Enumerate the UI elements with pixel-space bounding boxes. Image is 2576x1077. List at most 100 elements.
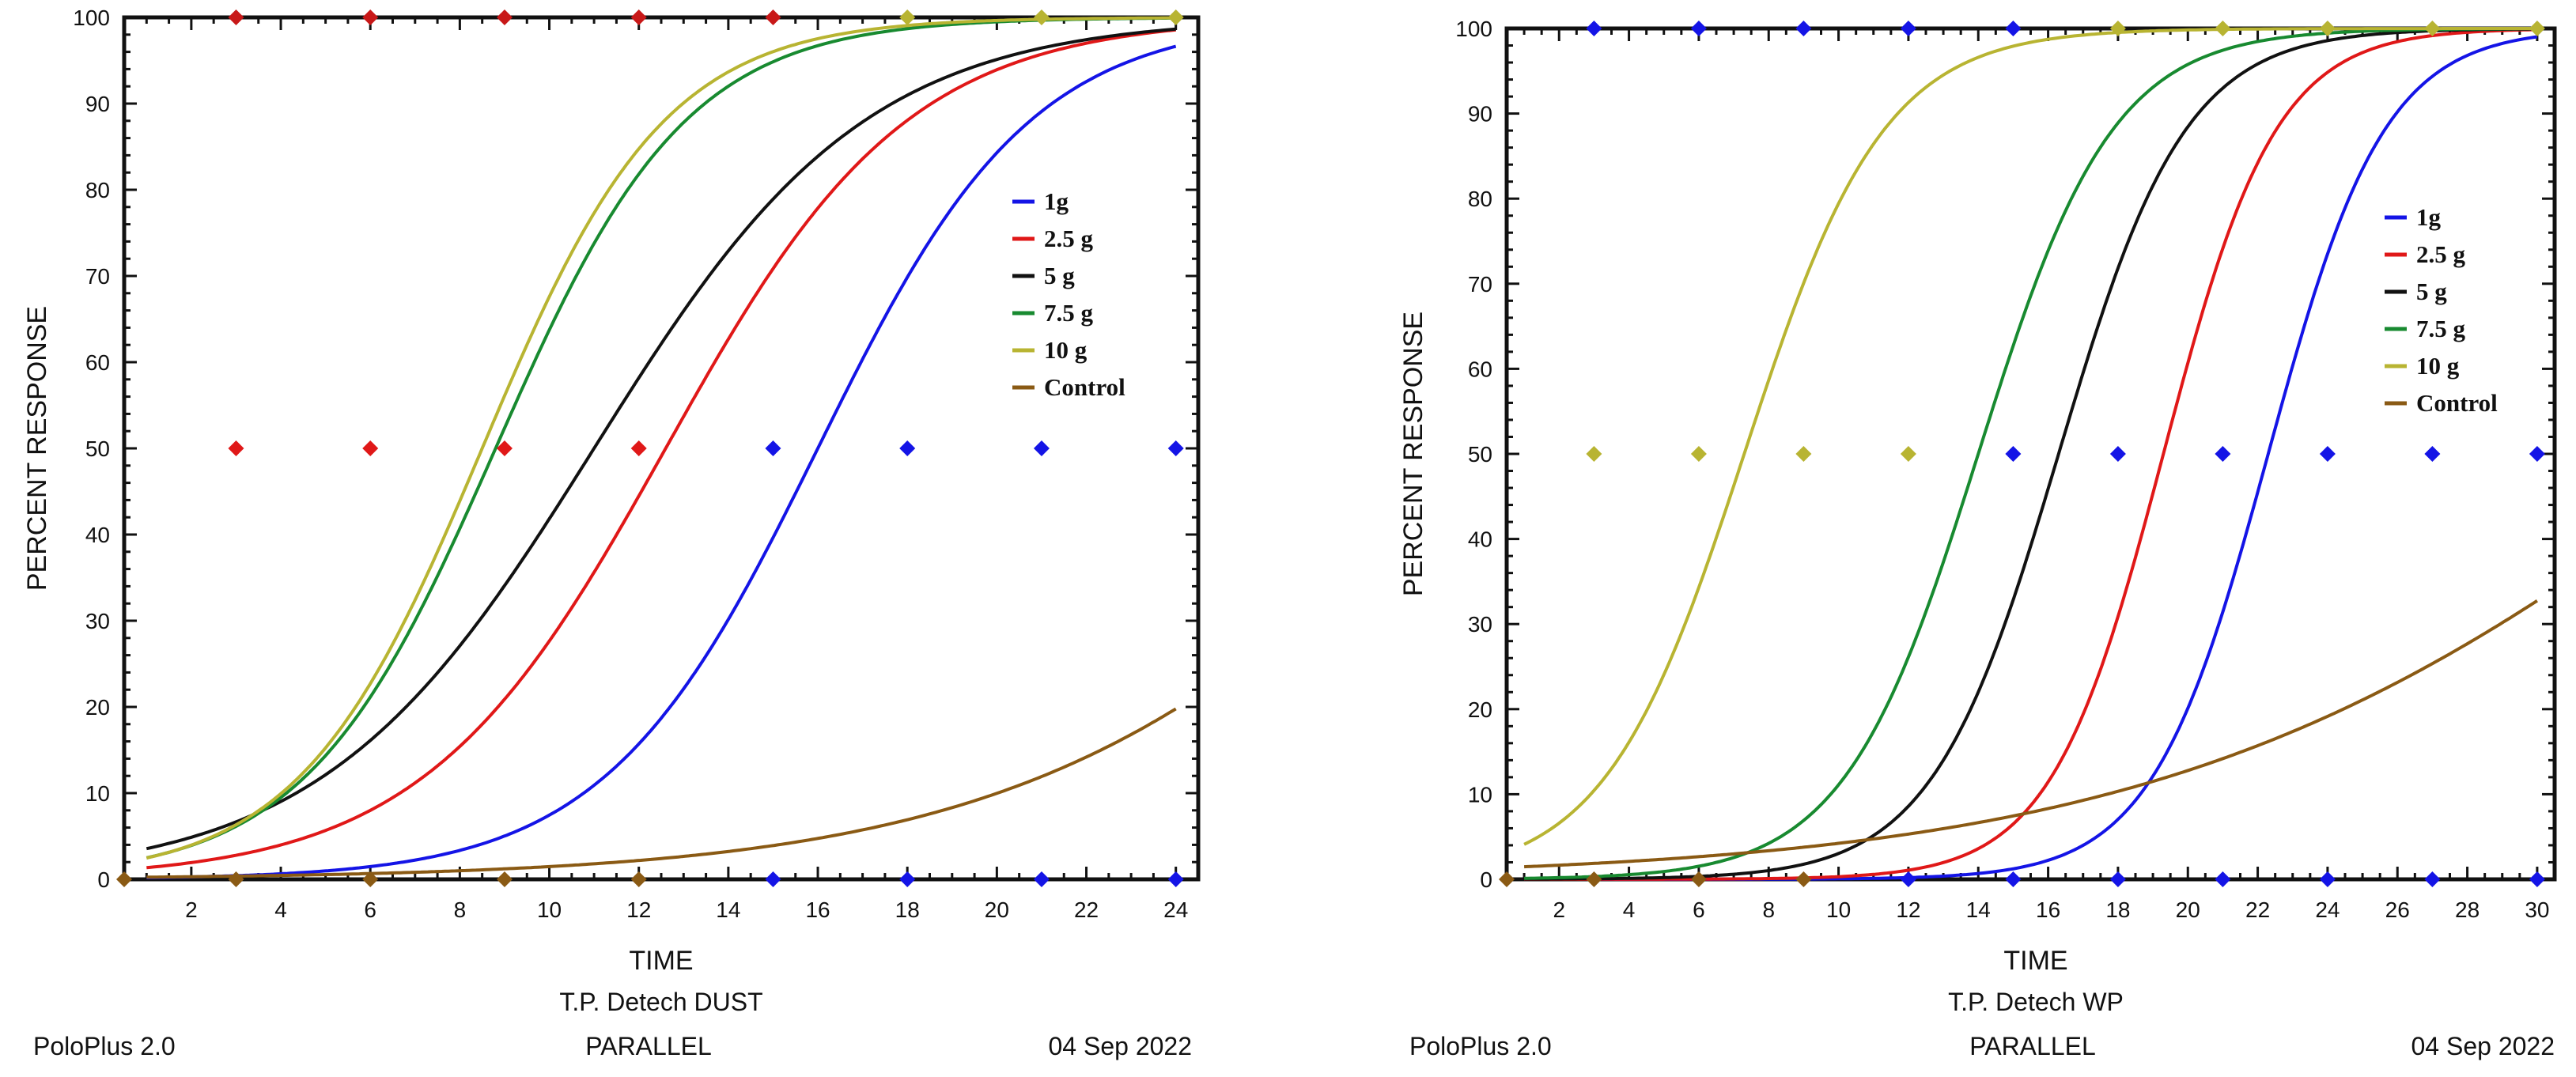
- x-tick-label: 6: [1693, 898, 1705, 922]
- data-points: [1499, 21, 2545, 887]
- chart-title: T.P. Detech WP: [1948, 988, 2124, 1016]
- data-point-diamond: [362, 871, 379, 887]
- x-tick-label: 30: [2525, 898, 2549, 922]
- x-tick-label: 22: [2245, 898, 2270, 922]
- x-tick-label: 14: [716, 898, 740, 922]
- data-point-diamond: [1690, 871, 1707, 887]
- x-tick-label: 8: [1762, 898, 1775, 922]
- y-tick-label: 70: [1468, 272, 1492, 297]
- chart-dust: 2 4 6 8 10 12 14 16 18 20 22 2401020304050607080901…: [22, 6, 1201, 1060]
- data-point-diamond: [228, 440, 244, 456]
- x-tick-label: 2: [1553, 898, 1565, 922]
- data-point-diamond: [496, 9, 513, 25]
- x-axis-label: TIME: [2003, 946, 2067, 976]
- data-point-diamond: [2005, 446, 2022, 462]
- x-tick-label: 20: [2176, 898, 2200, 922]
- y-tick-label: 70: [85, 264, 110, 289]
- footer-date: 04 Sep 2022: [2411, 1032, 2555, 1060]
- data-point-diamond: [2109, 871, 2126, 887]
- data-point-diamond: [2215, 446, 2231, 462]
- data-point-diamond: [2529, 446, 2545, 462]
- data-point-diamond: [116, 871, 132, 887]
- x-tick-label: 10: [1826, 898, 1851, 922]
- footer-method: PARALLEL: [1969, 1032, 2096, 1060]
- data-point-diamond: [2215, 871, 2231, 887]
- y-tick-label: 30: [85, 609, 110, 633]
- data-point-diamond: [899, 9, 916, 25]
- footer-method: PARALLEL: [585, 1032, 712, 1060]
- legend-label: 7.5 g: [1044, 299, 1094, 327]
- series-line-5g: [146, 27, 1176, 851]
- legend-label: 2.5 g: [2416, 240, 2466, 268]
- data-point-diamond: [2424, 446, 2441, 462]
- data-point-diamond: [2529, 21, 2545, 36]
- data-point-diamond: [1795, 21, 1812, 36]
- series-line-1g: [146, 44, 1177, 879]
- data-point-diamond: [1033, 440, 1050, 456]
- series-line-7.5g: [1524, 27, 2537, 880]
- axis-ticks: [1505, 27, 2556, 881]
- y-tick-label: 50: [1468, 442, 1492, 467]
- data-point-diamond: [2424, 21, 2441, 36]
- data-point-diamond: [2215, 21, 2231, 36]
- data-point-diamond: [496, 440, 513, 456]
- legend: 1g 2.5 g 5 g 7.5 g 10 g Control: [2385, 203, 2498, 417]
- chart-wp: 2 4 6 8 10 12 14 16 18 20 22 24 26 28 3001020304050607…: [1398, 17, 2557, 1060]
- x-tick-label: 22: [1074, 898, 1099, 922]
- x-tick-label: 12: [1896, 898, 1920, 922]
- data-point-diamond: [630, 9, 647, 25]
- x-tick-label: 8: [454, 898, 467, 922]
- x-tick-label: 16: [2036, 898, 2060, 922]
- data-point-diamond: [2005, 871, 2022, 887]
- series-line-2.5g: [1524, 28, 2537, 881]
- y-axis-label: PERCENT RESPONSE: [1398, 312, 1428, 596]
- y-tick-label: 100: [73, 6, 110, 30]
- data-point-diamond: [496, 871, 513, 887]
- x-tick-label: 20: [985, 898, 1009, 922]
- series-line-5g: [1524, 27, 2537, 881]
- legend-label: 5 g: [1044, 262, 1075, 289]
- x-tick-label: 2: [185, 898, 198, 922]
- y-tick-label: 80: [85, 178, 110, 202]
- footer-software: PoloPlus 2.0: [1409, 1032, 1552, 1060]
- series-line-10g: [1523, 27, 2537, 846]
- y-tick-label: 60: [85, 350, 110, 375]
- series-line-7.5g: [146, 16, 1176, 860]
- data-point-diamond: [362, 9, 379, 25]
- data-point-diamond: [2319, 871, 2336, 887]
- data-point-diamond: [765, 871, 781, 887]
- legend-label: 1g: [1044, 187, 1069, 215]
- data-point-diamond: [1167, 9, 1184, 25]
- footer-software: PoloPlus 2.0: [33, 1032, 176, 1060]
- y-tick-label: 30: [1468, 612, 1492, 637]
- series-curves: [146, 16, 1177, 879]
- x-tick-label: 4: [1623, 898, 1636, 922]
- y-tick-label: 20: [1468, 697, 1492, 722]
- data-point-diamond: [228, 9, 244, 25]
- legend-label: 1g: [2416, 203, 2442, 231]
- x-tick-label: 26: [2385, 898, 2410, 922]
- series-line-Control: [1524, 599, 2538, 869]
- legend-label: Control: [1044, 373, 1125, 401]
- data-point-diamond: [228, 871, 244, 887]
- data-point-diamond: [2529, 871, 2545, 887]
- data-point-diamond: [1795, 446, 1812, 462]
- legend-label: 7.5 g: [2416, 315, 2466, 342]
- y-tick-label: 100: [1455, 17, 1492, 41]
- series-line-2.5g: [146, 28, 1176, 870]
- legend: 1g 2.5 g 5 g 7.5 g 10 g Control: [1012, 187, 1125, 401]
- legend-label: 5 g: [2416, 278, 2447, 305]
- data-point-diamond: [899, 871, 916, 887]
- x-tick-label: 24: [2315, 898, 2340, 922]
- series-line-Control: [146, 707, 1177, 879]
- legend-label: 10 g: [1044, 336, 1088, 364]
- data-point-diamond: [1033, 9, 1050, 25]
- data-point-diamond: [2319, 446, 2336, 462]
- y-tick-label: 90: [1468, 102, 1492, 127]
- data-point-diamond: [765, 440, 781, 456]
- y-tick-label: 80: [1468, 187, 1492, 211]
- data-point-diamond: [630, 440, 647, 456]
- y-axis-label: PERCENT RESPONSE: [22, 306, 52, 591]
- data-point-diamond: [1586, 21, 1602, 36]
